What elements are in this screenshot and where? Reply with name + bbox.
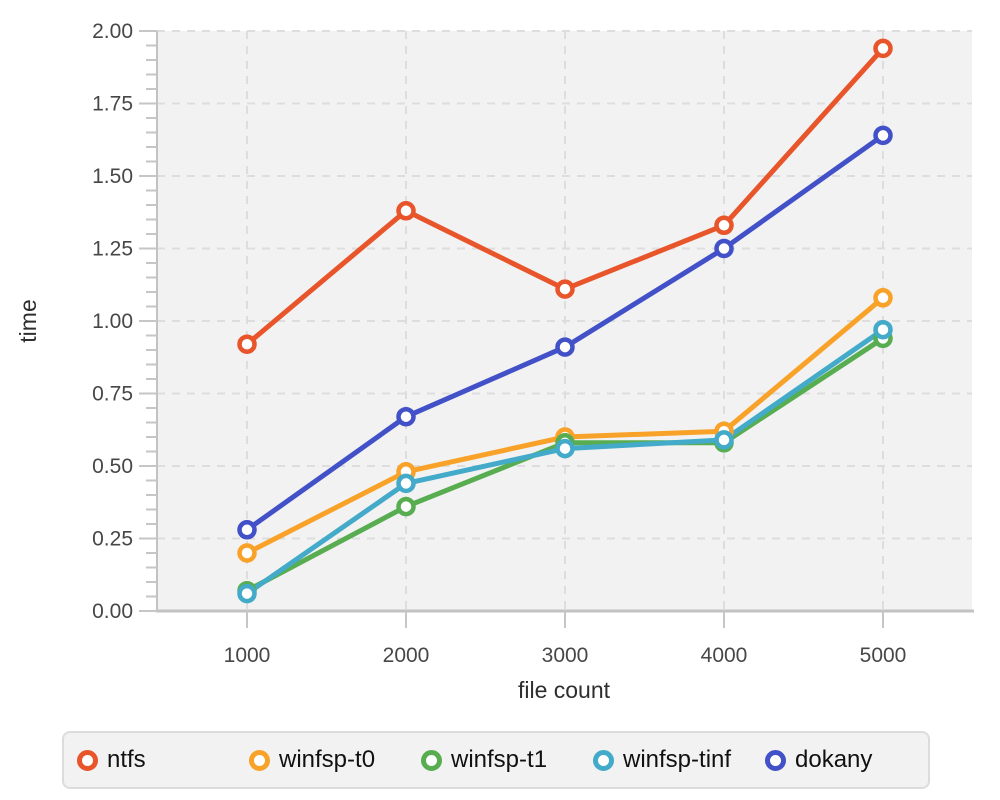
data-point-winfsp-t0-1000 [237,543,257,563]
y-tick-label: 1.00 [92,310,133,333]
legend-marker-icon [593,749,614,771]
y-tick-labels: 0.00 0.25 0.50 0.75 1.00 1.25 1.50 1.75 2.00 [92,20,133,623]
legend-marker-icon [765,749,786,771]
legend-item-dokany: dokany [765,746,872,774]
data-point-ntfs-3000 [555,279,575,299]
data-point-winfsp-tinf-4000 [714,430,734,450]
line-chart: 0.00 0.25 0.50 0.75 1.00 1.25 1.50 1.75 2.00 100… [15,20,974,703]
data-point-winfsp-tinf-5000 [873,319,893,340]
x-tick-label: 5000 [860,644,907,667]
legend-label: dokany [795,746,873,773]
data-point-ntfs-4000 [714,215,734,236]
x-tick-label: 4000 [701,644,748,667]
data-point-ntfs-1000 [237,334,257,354]
series-markers-winfsp-tinf [237,319,893,604]
y-tick-label: 2.00 [92,20,133,43]
chart-legend: ntfs winfsp-t0 winfsp-t1 winfsp-tinf dokany [62,731,930,789]
series-markers [237,38,893,604]
y-tick-label: 0.25 [92,528,133,551]
x-tick-labels: 1000 2000 3000 4000 5000 [224,644,907,667]
data-point-winfsp-t0-5000 [873,288,893,308]
legend-item-winfsp-t1: winfsp-t1 [421,746,593,774]
x-tick-label: 1000 [224,644,271,667]
data-point-ntfs-2000 [396,201,416,221]
legend-item-winfsp-t0: winfsp-t0 [249,746,421,774]
legend-marker-icon [77,749,98,771]
data-point-winfsp-tinf-1000 [237,583,257,604]
legend-label: ntfs [107,746,146,773]
legend-label: winfsp-tinf [623,746,732,773]
data-point-dokany-3000 [555,337,575,357]
y-tick-label: 0.75 [92,383,133,406]
data-point-winfsp-t1-2000 [396,496,416,517]
legend-marker-icon [421,749,442,771]
y-tick-label: 0.50 [92,455,133,478]
data-point-dokany-5000 [873,125,893,146]
data-point-dokany-1000 [237,520,257,540]
y-tick-label: 1.50 [92,165,133,188]
x-tick-label: 2000 [383,644,430,667]
y-axis-title: time [15,299,41,342]
legend-item-winfsp-tinf: winfsp-tinf [593,746,765,774]
legend-marker-icon [249,749,270,771]
series-markers-dokany [237,125,893,540]
axis-ticks [139,30,884,628]
y-tick-label: 1.25 [92,238,133,261]
legend-item-ntfs: ntfs [77,746,249,774]
data-point-winfsp-tinf-3000 [555,438,575,459]
x-tick-label: 3000 [542,644,589,667]
legend-label: winfsp-t0 [279,746,376,773]
data-point-dokany-4000 [714,238,734,259]
y-tick-label: 0.00 [92,600,133,623]
legend-label: winfsp-t1 [451,746,548,773]
y-tick-label: 1.75 [92,93,133,116]
series-markers-ntfs [237,38,893,354]
data-point-winfsp-tinf-2000 [396,473,416,494]
data-point-dokany-2000 [396,406,416,427]
x-axis-title: file count [518,677,611,703]
data-point-ntfs-5000 [873,38,893,59]
